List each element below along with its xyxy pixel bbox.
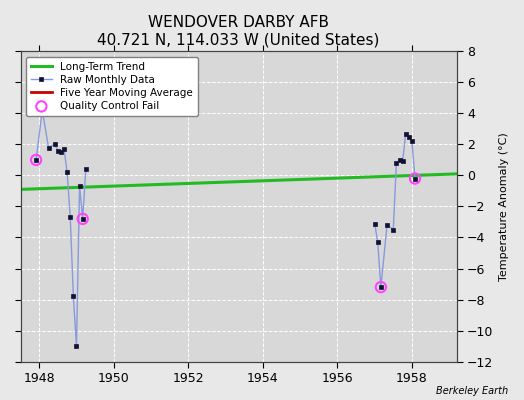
Legend: Long-Term Trend, Raw Monthly Data, Five Year Moving Average, Quality Control Fai: Long-Term Trend, Raw Monthly Data, Five … [26, 56, 198, 116]
Raw Monthly Data [58, 150, 64, 154]
Title: WENDOVER DARBY AFB
40.721 N, 114.033 W (United States): WENDOVER DARBY AFB 40.721 N, 114.033 W (… [97, 15, 380, 47]
Raw Monthly Data [46, 145, 52, 150]
Raw Monthly Data [39, 108, 46, 113]
Raw Monthly Data [64, 170, 70, 175]
Raw Monthly Data [73, 344, 80, 348]
Raw Monthly Data [77, 184, 83, 189]
Quality Control Fail [411, 175, 419, 182]
Quality Control Fail [32, 157, 40, 163]
Raw Monthly Data [54, 148, 61, 153]
Y-axis label: Temperature Anomaly (°C): Temperature Anomaly (°C) [499, 132, 509, 281]
Quality Control Fail [79, 216, 87, 222]
Quality Control Fail [377, 284, 385, 290]
Raw Monthly Data [70, 294, 77, 299]
Raw Monthly Data [80, 216, 86, 221]
Raw Monthly Data [61, 147, 67, 152]
Raw Monthly Data [51, 142, 58, 147]
Raw Monthly Data [67, 215, 73, 220]
Text: Berkeley Earth: Berkeley Earth [436, 386, 508, 396]
Raw Monthly Data [33, 158, 39, 162]
Raw Monthly Data [83, 167, 89, 172]
Line: Raw Monthly Data: Raw Monthly Data [34, 108, 88, 348]
